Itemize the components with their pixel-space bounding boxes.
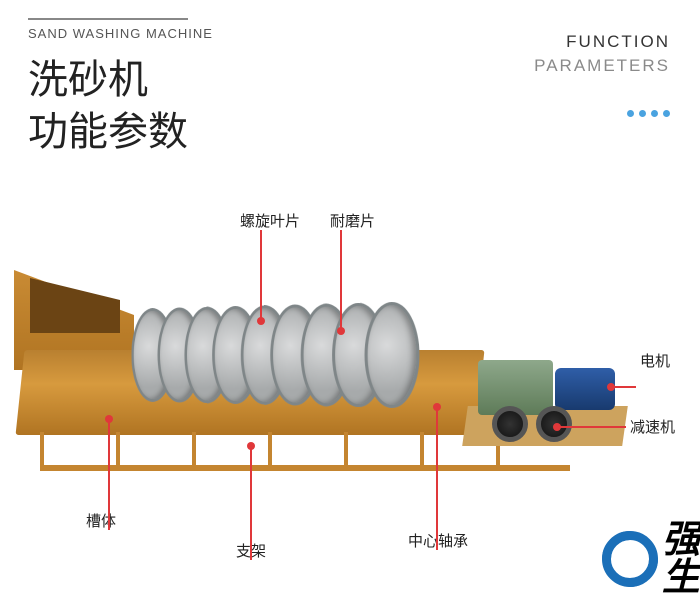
brand-swirl-icon bbox=[602, 531, 658, 587]
accent-dots bbox=[627, 110, 670, 117]
title-cn-line2: 功能参数 bbox=[28, 106, 188, 158]
callout-line-spiral-blade bbox=[260, 230, 262, 320]
machine-diagram: 螺旋叶片耐磨片电机减速机槽体支架中心轴承 bbox=[0, 210, 700, 570]
callout-label-spiral-blade: 螺旋叶片 bbox=[240, 210, 300, 231]
callout-line-wear-plate bbox=[340, 230, 342, 330]
callout-dot-spiral-blade bbox=[257, 317, 265, 325]
title-en-line1: FUNCTION bbox=[534, 30, 670, 54]
title-en-right: FUNCTION PARAMETERS bbox=[534, 30, 670, 78]
callout-line-trough-body bbox=[108, 418, 110, 530]
callout-line-center-bearing bbox=[436, 406, 438, 550]
callout-line-frame bbox=[250, 445, 252, 560]
callout-label-trough-body: 槽体 bbox=[86, 510, 116, 531]
callout-label-center-bearing: 中心轴承 bbox=[408, 530, 468, 551]
callout-dot-trough-body bbox=[105, 415, 113, 423]
spiral-discs bbox=[148, 301, 420, 409]
motor-shape bbox=[555, 368, 615, 410]
brand-text-line1: 强 bbox=[662, 521, 700, 559]
callout-dot-center-bearing bbox=[433, 403, 441, 411]
title-cn: 洗砂机 功能参数 bbox=[28, 54, 188, 158]
callout-dot-frame bbox=[247, 442, 255, 450]
header-accent-bar bbox=[28, 18, 188, 20]
callout-label-reducer: 减速机 bbox=[630, 416, 675, 437]
trough-inner-shape bbox=[30, 278, 120, 333]
brand-watermark: 强 生 bbox=[602, 521, 700, 597]
eyebrow-en: SAND WASHING MACHINE bbox=[28, 26, 213, 41]
title-cn-line1: 洗砂机 bbox=[28, 54, 188, 106]
brand-text-line2: 生 bbox=[662, 559, 700, 597]
callout-dot-reducer bbox=[553, 423, 561, 431]
callout-label-wear-plate: 耐磨片 bbox=[330, 210, 375, 231]
callout-line-reducer bbox=[556, 426, 626, 428]
callout-dot-motor bbox=[607, 383, 615, 391]
pulley-shape bbox=[492, 406, 528, 442]
title-en-line2: PARAMETERS bbox=[534, 54, 670, 78]
brand-text: 强 生 bbox=[662, 521, 700, 597]
base-beam-shape bbox=[40, 465, 570, 471]
callout-dot-wear-plate bbox=[337, 327, 345, 335]
callout-label-motor: 电机 bbox=[640, 350, 670, 371]
